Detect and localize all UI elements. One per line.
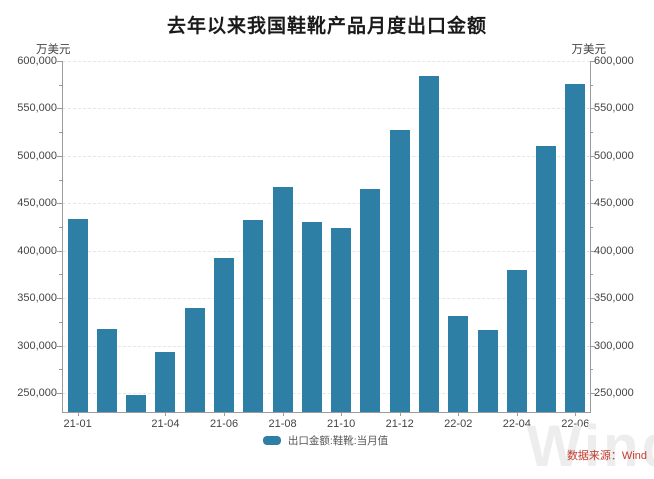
legend: 出口金额:鞋靴:当月值 [62,433,589,448]
gridline-400000 [63,250,590,252]
y-tick-right-525000 [590,132,593,134]
bar-22-03 [477,330,498,412]
bar-21-10 [331,227,352,412]
y-tick-left-500000 [57,155,62,157]
bar-21-04 [155,352,176,412]
x-tick-21-10 [341,412,343,416]
x-axis-label-21-04: 21-04 [151,418,180,430]
x-axis-label-22-06: 22-06 [561,418,590,430]
y-tick-right-375000 [590,274,593,276]
y-axis-label-right-450000: 450,000 [594,197,634,210]
y-axis-label-left-250000: 250,000 [17,387,57,400]
y-axis-label-right-300000: 300,000 [594,339,634,352]
y-tick-left-350000 [57,298,62,300]
y-axis-label-right-400000: 400,000 [594,244,634,257]
bar-21-07 [243,220,264,412]
y-tick-right-400000 [590,250,595,252]
y-tick-right-575000 [590,84,593,86]
bar-21-06 [214,258,235,412]
x-axis-label-22-04: 22-04 [502,418,531,430]
y-axis-label-right-550000: 550,000 [594,102,634,115]
y-tick-right-500000 [590,155,595,157]
x-tick-21-01 [77,412,79,416]
y-axis-label-left-550000: 550,000 [17,102,57,115]
bar-21-11 [360,189,381,412]
gridline-600000 [63,61,590,62]
y-tick-right-425000 [590,227,593,228]
bar-22-01 [418,76,439,412]
y-tick-left-300000 [57,345,62,347]
y-tick-left-450000 [57,203,62,205]
bar-21-12 [389,130,410,412]
x-axis-label-21-10: 21-10 [327,418,356,430]
x-tick-22-06 [575,412,577,416]
x-tick-22-02 [458,412,460,416]
y-tick-left-475000 [59,179,62,181]
y-axis-unit-right: 万美元 [571,44,607,56]
gridline-450000 [63,203,590,205]
y-axis-label-left-350000: 350,000 [17,292,57,305]
bar-21-03 [126,394,147,412]
y-tick-right-275000 [590,369,593,371]
x-tick-21-04 [165,412,167,416]
bar-21-05 [184,307,205,412]
y-tick-left-525000 [59,132,62,134]
y-tick-left-550000 [57,108,62,110]
x-tick-22-04 [516,412,518,416]
y-tick-right-550000 [590,108,595,110]
y-tick-left-325000 [59,321,62,323]
y-tick-left-375000 [59,274,62,276]
x-axis-label-21-01: 21-01 [63,418,92,430]
bar-21-02 [96,329,117,412]
wind-watermark: Wind [526,414,654,479]
y-tick-left-400000 [57,250,62,252]
y-tick-right-475000 [590,179,593,181]
bar-22-06 [565,83,586,412]
plot-area: 21-01 21-04 21-06 21-08 21-10 21-12 22-02 22-04… [62,61,591,430]
x-axis-label-21-06: 21-06 [209,418,239,430]
legend-label: 出口金额:鞋靴:当月值 [287,435,389,447]
data-source-label: 数据来源：Wind [566,450,647,462]
y-tick-right-350000 [590,298,595,300]
gridline-300000 [63,345,590,347]
legend-swatch-icon [262,436,281,445]
y-axis-unit-left: 万美元 [36,44,71,56]
y-axis-label-right-250000: 250,000 [594,387,634,400]
y-axis-label-left-600000: 600,000 [17,55,57,67]
y-tick-right-450000 [590,203,595,205]
y-tick-right-300000 [590,345,595,347]
x-axis-label-21-08: 21-08 [268,418,297,430]
chart-title: 去年以来我国鞋靴产品月度出口金额 [166,16,487,37]
bar-21-08 [272,187,293,412]
bar-22-02 [448,316,469,412]
y-axis-label-right-600000: 600,000 [594,55,634,67]
y-axis-label-left-500000: 500,000 [17,149,57,162]
y-tick-right-250000 [590,393,595,395]
y-axis-label-right-500000: 500,000 [594,149,634,162]
x-tick-21-12 [399,412,401,416]
gridline-500000 [63,155,590,157]
x-tick-21-08 [282,412,284,416]
x-axis-label-22-02: 22-02 [444,418,473,430]
gridline-250000 [63,393,590,395]
y-tick-left-250000 [57,393,62,395]
bar-21-01 [67,219,88,412]
gridline-350000 [63,298,590,300]
y-tick-left-575000 [59,84,62,86]
y-axis-label-left-400000: 400,000 [17,244,57,257]
y-tick-left-600000 [57,61,62,62]
y-tick-left-275000 [59,369,62,371]
x-axis-label-21-12: 21-12 [385,418,414,430]
x-tick-21-06 [224,412,226,416]
bar-21-09 [301,222,322,412]
gridline-550000 [63,108,590,110]
y-axis-label-left-450000: 450,000 [17,197,57,210]
y-axis-label-right-350000: 350,000 [594,292,634,305]
bar-22-05 [536,146,557,412]
y-tick-left-425000 [59,227,62,228]
bar-22-04 [506,269,527,412]
y-axis-label-left-300000: 300,000 [17,339,57,352]
y-tick-right-325000 [590,321,593,323]
y-tick-right-600000 [590,61,595,62]
